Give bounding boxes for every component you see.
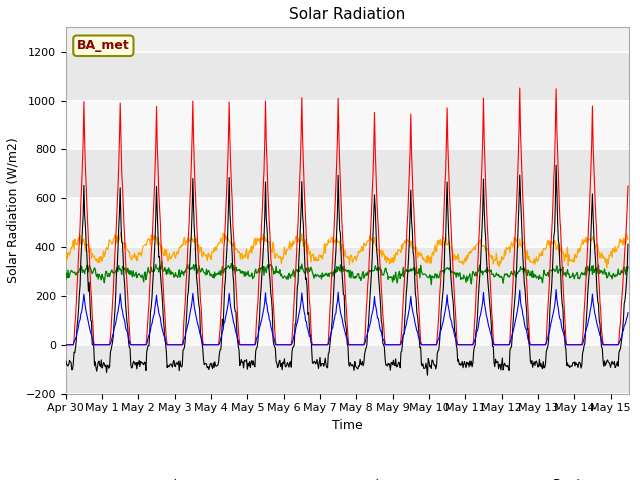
Bar	[66, 247, 628, 296]
X-axis label: Time: Time	[332, 419, 363, 432]
Bar	[66, 345, 628, 394]
Bar	[66, 296, 628, 345]
Title: Solar Radiation: Solar Radiation	[289, 7, 405, 22]
Text: BA_met: BA_met	[77, 39, 130, 52]
Y-axis label: Solar Radiation (W/m2): Solar Radiation (W/m2)	[7, 138, 20, 283]
Bar	[66, 52, 628, 100]
Bar	[66, 198, 628, 247]
Bar	[66, 149, 628, 198]
Bar	[66, 100, 628, 149]
Legend: SW_in, SW_out, LW_in, LW_out, Rnet: SW_in, SW_out, LW_in, LW_out, Rnet	[108, 473, 588, 480]
